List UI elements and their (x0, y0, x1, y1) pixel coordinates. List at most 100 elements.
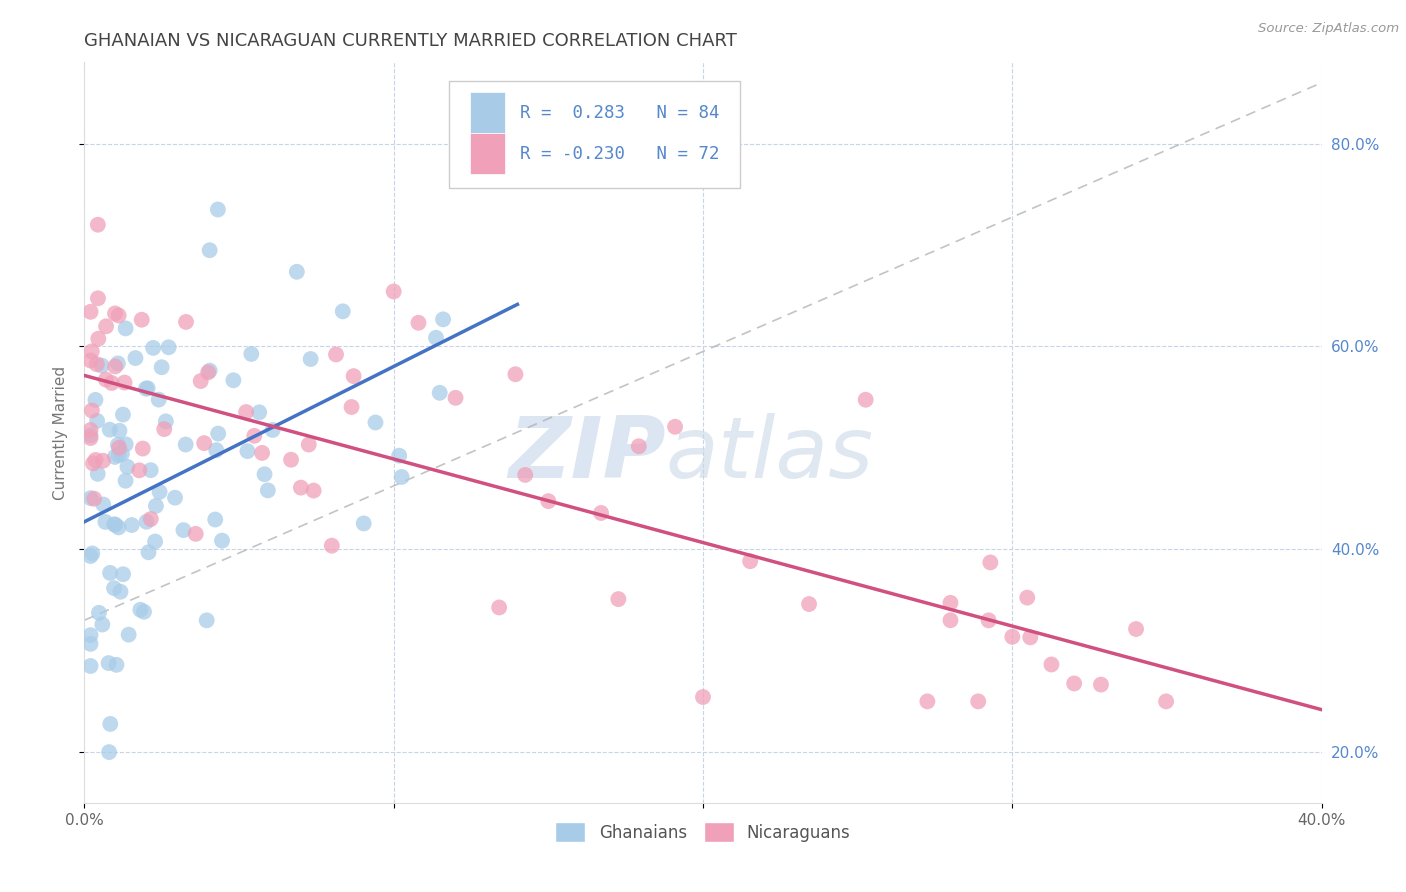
Point (111, 408, 134, 422)
Point (103, 581, 125, 595)
Point (977, 613, 1000, 627)
Point (128, 463, 150, 477)
Point (148, 392, 170, 407)
Point (408, 316, 430, 330)
Point (98, 717, 121, 731)
Point (157, 340, 180, 354)
Text: R =  0.283   N = 84: R = 0.283 N = 84 (520, 103, 720, 122)
Point (1063, 676, 1085, 690)
Point (114, 376, 136, 390)
Point (488, 600, 510, 615)
Point (247, 405, 270, 419)
Point (1001, 630, 1024, 644)
Point (121, 518, 143, 533)
Point (1154, 694, 1177, 708)
Point (107, 309, 129, 323)
Point (79, 305, 101, 319)
Point (86, 357, 108, 371)
Point (299, 352, 322, 367)
Point (153, 422, 176, 436)
Point (235, 405, 257, 419)
Point (87, 467, 110, 481)
Point (1040, 657, 1063, 672)
Point (97, 656, 120, 670)
Point (132, 605, 155, 619)
Point (107, 438, 129, 452)
Point (1125, 622, 1147, 636)
Point (98, 745, 121, 759)
Point (797, 597, 820, 611)
Point (112, 567, 135, 582)
Point (87, 606, 110, 620)
Point (82, 456, 104, 470)
Point (100, 376, 122, 390)
Point (262, 423, 284, 437)
Point (250, 446, 273, 460)
Point (382, 285, 405, 299)
Point (129, 603, 152, 617)
Point (110, 584, 132, 599)
Point (388, 449, 411, 463)
Point (90, 359, 112, 373)
Point (207, 426, 229, 441)
FancyBboxPatch shape (450, 81, 740, 188)
Point (537, 494, 560, 508)
Point (184, 526, 207, 541)
Point (98, 423, 121, 437)
Point (1017, 591, 1039, 605)
Point (111, 447, 134, 461)
Point (94, 319, 117, 334)
Point (114, 474, 136, 488)
Point (174, 315, 197, 329)
Point (108, 424, 131, 438)
Point (80, 403, 103, 417)
Point (94, 373, 117, 387)
Point (84, 392, 107, 407)
Point (444, 391, 467, 405)
Point (1019, 631, 1042, 645)
Point (132, 442, 155, 456)
Y-axis label: Currently Married: Currently Married (53, 366, 69, 500)
Point (515, 467, 537, 482)
Point (104, 450, 127, 464)
Text: ZIP: ZIP (508, 413, 666, 496)
Point (280, 452, 302, 467)
Point (163, 491, 186, 505)
Point (91, 453, 114, 467)
Point (79, 353, 101, 368)
Point (104, 517, 127, 532)
Point (155, 414, 177, 428)
Point (87, 218, 110, 232)
Point (79, 637, 101, 651)
Point (79, 659, 101, 673)
Point (104, 306, 127, 320)
Point (343, 369, 366, 384)
Point (391, 470, 413, 484)
Point (79, 423, 101, 437)
Point (198, 364, 221, 378)
Point (298, 437, 321, 451)
Point (139, 512, 162, 526)
Point (94, 515, 117, 529)
Point (240, 347, 263, 361)
Point (79, 431, 101, 445)
Point (425, 331, 447, 345)
Point (98, 566, 121, 580)
Point (939, 613, 962, 627)
Point (105, 657, 128, 672)
Point (103, 517, 125, 532)
Point (138, 545, 160, 559)
Point (321, 539, 343, 553)
Point (79, 491, 101, 505)
Point (332, 304, 354, 318)
Point (607, 592, 630, 607)
Point (193, 436, 215, 450)
Point (114, 321, 136, 335)
Point (142, 341, 165, 355)
Point (190, 374, 212, 388)
Point (195, 613, 218, 627)
Point (591, 506, 613, 520)
FancyBboxPatch shape (471, 93, 505, 133)
Point (197, 365, 219, 379)
Point (979, 556, 1001, 570)
